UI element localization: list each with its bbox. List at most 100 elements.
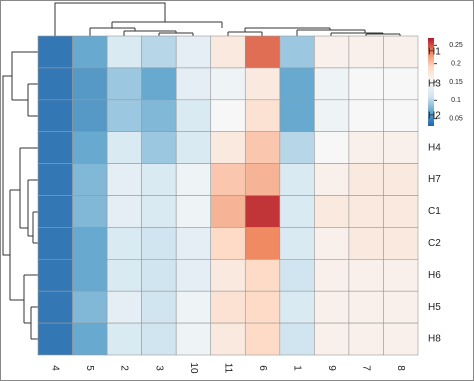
cell bbox=[175, 290, 212, 324]
cell bbox=[244, 99, 281, 133]
cell bbox=[37, 290, 73, 324]
cell bbox=[383, 290, 419, 324]
cell bbox=[106, 99, 142, 133]
cell bbox=[279, 290, 315, 324]
cell bbox=[348, 67, 384, 101]
cell bbox=[175, 195, 212, 228]
cell bbox=[314, 322, 350, 356]
cell bbox=[314, 258, 350, 292]
cell bbox=[72, 227, 108, 260]
row-label: H7 bbox=[428, 174, 441, 185]
cell bbox=[37, 67, 73, 101]
cell bbox=[106, 35, 142, 69]
column-label: 5 bbox=[84, 365, 95, 371]
cell bbox=[279, 195, 315, 228]
cell bbox=[141, 258, 177, 292]
cell bbox=[244, 35, 281, 69]
cell bbox=[383, 258, 419, 292]
column-label: 2 bbox=[119, 365, 130, 371]
cell bbox=[106, 163, 142, 196]
colorbar-tick-label: 0.1 bbox=[451, 97, 461, 104]
cell bbox=[106, 131, 142, 164]
column-label: 7 bbox=[361, 365, 372, 371]
row-label: H3 bbox=[428, 78, 441, 89]
cell bbox=[37, 163, 73, 196]
cell bbox=[175, 227, 212, 260]
cell bbox=[72, 131, 108, 164]
cell bbox=[210, 67, 246, 101]
cell bbox=[72, 258, 108, 292]
cell bbox=[383, 35, 419, 69]
cell bbox=[348, 227, 384, 260]
row-label: C1 bbox=[428, 206, 441, 217]
cell bbox=[244, 67, 281, 101]
column-label: 4 bbox=[50, 365, 61, 371]
cell bbox=[141, 99, 177, 133]
heatmap bbox=[37, 35, 419, 356]
cell bbox=[210, 131, 246, 164]
cell bbox=[348, 322, 384, 356]
cell bbox=[72, 195, 108, 228]
cell bbox=[244, 195, 281, 228]
cell bbox=[279, 67, 315, 101]
colorbar bbox=[428, 38, 434, 126]
cell bbox=[210, 290, 246, 324]
cell bbox=[383, 227, 419, 260]
cell bbox=[175, 258, 212, 292]
cell bbox=[314, 227, 350, 260]
cell bbox=[141, 131, 177, 164]
cell bbox=[141, 227, 177, 260]
colorbar-tick-label: 0.2 bbox=[451, 61, 461, 68]
cell bbox=[72, 290, 108, 324]
cell bbox=[37, 322, 73, 356]
cell bbox=[175, 99, 212, 133]
cell bbox=[175, 35, 212, 69]
cell bbox=[106, 290, 142, 324]
cell bbox=[141, 195, 177, 228]
cell bbox=[383, 99, 419, 133]
cell bbox=[37, 131, 73, 164]
cell bbox=[72, 163, 108, 196]
cell bbox=[210, 99, 246, 133]
row-label: C2 bbox=[428, 238, 441, 249]
cell bbox=[348, 131, 384, 164]
column-dendrogram bbox=[54, 2, 401, 36]
cell bbox=[279, 163, 315, 196]
cell bbox=[244, 290, 281, 324]
cell bbox=[106, 227, 142, 260]
cell bbox=[141, 322, 177, 356]
colorbar-tick-label: 0.25 bbox=[449, 42, 463, 49]
cell bbox=[383, 322, 419, 356]
cell bbox=[210, 322, 246, 356]
cell bbox=[348, 163, 384, 196]
cell bbox=[210, 258, 246, 292]
column-label: 6 bbox=[257, 365, 268, 371]
cell bbox=[244, 322, 281, 356]
row-label: H6 bbox=[428, 270, 441, 281]
cell bbox=[348, 195, 384, 228]
row-dendrogram bbox=[2, 51, 38, 340]
cell bbox=[175, 322, 212, 356]
cell bbox=[244, 163, 281, 196]
cell bbox=[72, 35, 108, 69]
cell bbox=[72, 67, 108, 101]
cell bbox=[141, 163, 177, 196]
cell bbox=[279, 131, 315, 164]
row-label: H2 bbox=[428, 110, 441, 121]
cell bbox=[37, 35, 73, 69]
cell bbox=[383, 195, 419, 228]
cell bbox=[106, 67, 142, 101]
row-label: H8 bbox=[428, 334, 441, 345]
cell bbox=[106, 195, 142, 228]
cell bbox=[314, 131, 350, 164]
cell bbox=[106, 258, 142, 292]
row-label: H4 bbox=[428, 142, 441, 153]
cell bbox=[383, 163, 419, 196]
cell bbox=[210, 35, 246, 69]
column-label: 9 bbox=[326, 365, 337, 371]
cell bbox=[210, 163, 246, 196]
colorbar-tick-label: 0.05 bbox=[449, 116, 463, 123]
cell bbox=[279, 322, 315, 356]
cell bbox=[244, 131, 281, 164]
cell bbox=[37, 195, 73, 228]
